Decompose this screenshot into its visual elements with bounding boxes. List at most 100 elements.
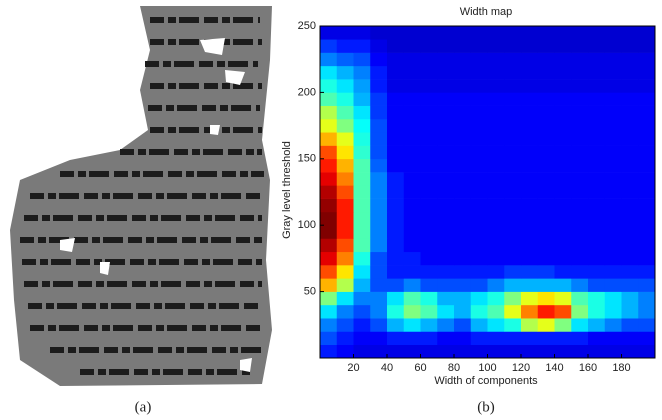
heatmap-cell bbox=[537, 172, 555, 186]
heatmap-cell bbox=[604, 331, 622, 346]
heatmap-cell bbox=[588, 251, 606, 266]
heatmap-cell bbox=[521, 158, 539, 173]
heatmap-cell bbox=[521, 92, 539, 106]
heatmap-cell bbox=[504, 211, 522, 226]
heatmap-cell bbox=[504, 105, 522, 120]
heatmap-cell bbox=[537, 211, 555, 226]
heatmap-cell bbox=[353, 118, 371, 133]
y-tick-label: 250 bbox=[298, 20, 316, 32]
heatmap-cell bbox=[353, 251, 371, 266]
heatmap-cell bbox=[370, 92, 388, 106]
heatmap-cell bbox=[470, 331, 488, 346]
heatmap-cell bbox=[370, 65, 388, 80]
heatmap-cell bbox=[638, 238, 656, 253]
heatmap-cell bbox=[604, 278, 622, 292]
heatmap-cell bbox=[621, 291, 639, 306]
heatmap-cell bbox=[537, 52, 555, 67]
heatmap-cell bbox=[403, 198, 421, 213]
heatmap-cell bbox=[554, 265, 572, 279]
heatmap-cell bbox=[554, 304, 572, 319]
heatmap-cell bbox=[554, 52, 572, 67]
heatmap-cell bbox=[353, 318, 371, 332]
heatmap-cell bbox=[604, 265, 622, 279]
heatmap-cell bbox=[353, 265, 371, 279]
heatmap-cell bbox=[336, 132, 354, 146]
heatmap-cell bbox=[336, 185, 354, 199]
heatmap-cell bbox=[504, 172, 522, 186]
x-tick-label: 120 bbox=[512, 362, 530, 374]
y-axis-label: Gray level threshold bbox=[281, 141, 293, 239]
heatmap-cell bbox=[420, 291, 438, 306]
heatmap-cell bbox=[554, 132, 572, 146]
heatmap-cell bbox=[420, 265, 438, 279]
heatmap-cell bbox=[588, 26, 606, 40]
heatmap-cell bbox=[454, 118, 472, 133]
heatmap-cell bbox=[621, 318, 639, 332]
heatmap-cell bbox=[336, 26, 354, 40]
heatmap-cell bbox=[521, 211, 539, 226]
heatmap-cell bbox=[521, 172, 539, 186]
heatmap-cell bbox=[554, 251, 572, 266]
heatmap-cell bbox=[571, 92, 589, 106]
heatmap-cell bbox=[454, 65, 472, 80]
heatmap-cell bbox=[588, 344, 606, 359]
heatmap-cell bbox=[336, 118, 354, 133]
heatmap-cell bbox=[588, 92, 606, 106]
heatmap-cell bbox=[487, 278, 505, 292]
heatmap-cell bbox=[420, 344, 438, 359]
heatmap-cell bbox=[537, 92, 555, 106]
heatmap-cell bbox=[454, 39, 472, 53]
heatmap-cell bbox=[638, 344, 656, 359]
heatmap-cell bbox=[403, 105, 421, 120]
heatmap-cell bbox=[571, 26, 589, 40]
heatmap-cell bbox=[604, 172, 622, 186]
heatmap-cell bbox=[353, 211, 371, 226]
heatmap-cell bbox=[336, 172, 354, 186]
heatmap-cell bbox=[387, 318, 405, 332]
heatmap-cell bbox=[537, 65, 555, 80]
heatmap-cell bbox=[336, 65, 354, 80]
heatmap-cell bbox=[554, 118, 572, 133]
heatmap-cell bbox=[537, 79, 555, 93]
heatmap-cell bbox=[638, 211, 656, 226]
heatmap-cell bbox=[588, 185, 606, 199]
heatmap-cell bbox=[638, 251, 656, 266]
heatmap-cell bbox=[403, 118, 421, 133]
heatmap-cell bbox=[537, 26, 555, 40]
heatmap-cell bbox=[336, 39, 354, 53]
heatmap-cell bbox=[638, 318, 656, 332]
heatmap-cell bbox=[554, 172, 572, 186]
heatmap-cell bbox=[420, 225, 438, 239]
heatmap-cell bbox=[621, 304, 639, 319]
heatmap-cell bbox=[353, 79, 371, 93]
heatmap-cell bbox=[521, 265, 539, 279]
heatmap-cell bbox=[420, 132, 438, 146]
heatmap-cell bbox=[537, 251, 555, 266]
heatmap-cell bbox=[353, 92, 371, 106]
heatmap-cell bbox=[487, 251, 505, 266]
heatmap-cell bbox=[571, 132, 589, 146]
heatmap-cell bbox=[353, 291, 371, 306]
heatmap-cell bbox=[387, 132, 405, 146]
heatmap-cell bbox=[504, 198, 522, 213]
heatmap-cell bbox=[537, 291, 555, 306]
heatmap-cell bbox=[437, 318, 455, 332]
heatmap-cell bbox=[571, 291, 589, 306]
heatmap-cell bbox=[387, 172, 405, 186]
heatmap-cell bbox=[638, 145, 656, 160]
heatmap-cell bbox=[588, 39, 606, 53]
heatmap-cell bbox=[621, 145, 639, 160]
heatmap-cell bbox=[504, 145, 522, 160]
heatmap-cell bbox=[387, 304, 405, 319]
heatmap-cell bbox=[504, 331, 522, 346]
heatmap-cell bbox=[487, 105, 505, 120]
heatmap-cell bbox=[353, 39, 371, 53]
heatmap-cell bbox=[554, 344, 572, 359]
heatmap-cell bbox=[521, 118, 539, 133]
heatmap-cell bbox=[403, 39, 421, 53]
heatmap-cell bbox=[504, 26, 522, 40]
heatmap-cell bbox=[370, 278, 388, 292]
heatmap-cell bbox=[470, 158, 488, 173]
heatmap-cell bbox=[454, 238, 472, 253]
heatmap-cell bbox=[387, 158, 405, 173]
